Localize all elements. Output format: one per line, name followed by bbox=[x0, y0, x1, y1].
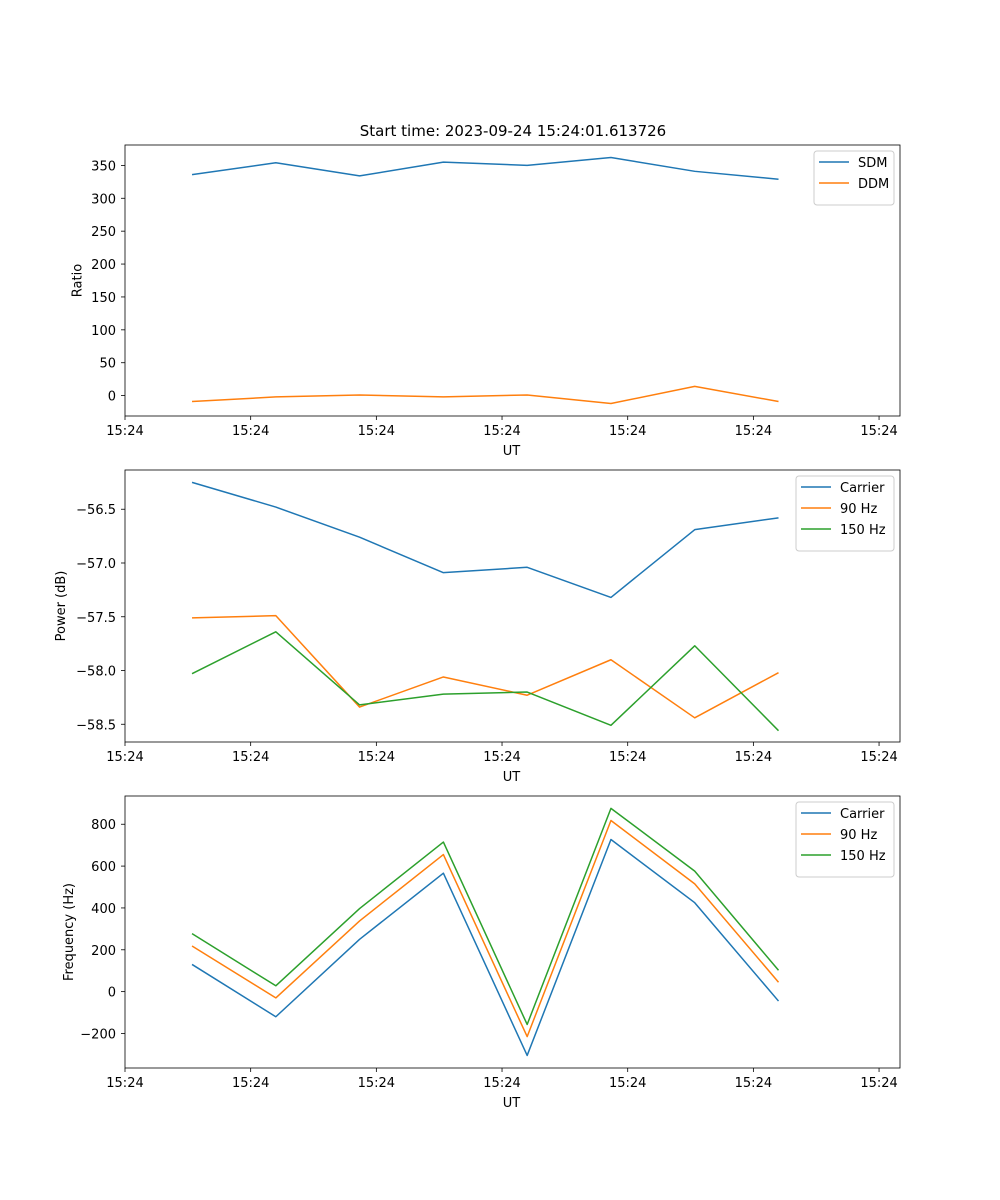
x-tick-label: 15:24 bbox=[609, 424, 646, 439]
x-tick-label: 15:24 bbox=[735, 1076, 772, 1091]
chart-panel-3: 15:24 15:24 15:24 15:24 15:24 15:24 15:24 UT −20… bbox=[62, 795, 901, 1111]
legend-box bbox=[795, 801, 895, 878]
axes-frame bbox=[124, 144, 901, 417]
series-line-150-hz bbox=[191, 631, 780, 732]
series-line-carrier bbox=[191, 481, 779, 599]
x-tick-label: 15:24 bbox=[358, 424, 395, 439]
x-tick-label: 15:24 bbox=[483, 424, 520, 439]
y-axis-label: Frequency (Hz) bbox=[62, 883, 77, 981]
chart-title: Start time: 2023-09-24 15:24:01.613726 bbox=[360, 122, 666, 140]
legend-label: DDM bbox=[858, 177, 889, 192]
legend-box bbox=[813, 150, 895, 206]
x-tick-label: 15:24 bbox=[483, 1076, 520, 1091]
x-tick-label: 15:24 bbox=[106, 750, 143, 765]
x-axis-label: UT bbox=[503, 770, 521, 785]
x-tick-label: 15:24 bbox=[232, 750, 269, 765]
y-tick-label: 100 bbox=[91, 324, 116, 339]
series-line-90-hz bbox=[192, 614, 779, 719]
series-line-150-hz bbox=[191, 807, 780, 1026]
y-tick-label: −56.5 bbox=[76, 503, 116, 518]
axes-frame bbox=[124, 795, 901, 1069]
legend-label: SDM bbox=[858, 156, 887, 171]
x-tick-label: 15:24 bbox=[232, 1076, 269, 1091]
x-tick-label: 15:24 bbox=[609, 1076, 646, 1091]
y-tick-label: −58.0 bbox=[76, 665, 116, 680]
y-tick-label: −58.5 bbox=[76, 718, 116, 733]
x-tick-label: 15:24 bbox=[106, 1076, 143, 1091]
x-tick-label: 15:24 bbox=[358, 1076, 395, 1091]
x-tick-label: 15:24 bbox=[735, 750, 772, 765]
y-tick-label: −57.5 bbox=[76, 611, 116, 626]
y-tick-label: 200 bbox=[91, 944, 116, 959]
legend-label: 150 Hz bbox=[840, 849, 886, 864]
x-tick-label: 15:24 bbox=[232, 424, 269, 439]
legend-label: 90 Hz bbox=[840, 502, 877, 517]
series-line-ddm bbox=[191, 385, 779, 405]
series-line-sdm bbox=[191, 156, 779, 180]
y-tick-label: 300 bbox=[91, 192, 116, 207]
x-tick-label: 15:24 bbox=[860, 424, 897, 439]
y-tick-label: 0 bbox=[108, 986, 116, 1001]
series-line-carrier bbox=[191, 838, 780, 1057]
x-tick-label: 15:24 bbox=[358, 750, 395, 765]
legend-label: 90 Hz bbox=[840, 828, 877, 843]
x-tick-label: 15:24 bbox=[860, 750, 897, 765]
legend: Carrier 90 Hz 150 Hz bbox=[795, 475, 895, 552]
chart-panel-2: 15:24 15:24 15:24 15:24 15:24 15:24 15:24 UT −58… bbox=[54, 469, 901, 785]
x-axis-label: UT bbox=[503, 1096, 521, 1111]
y-tick-label: 0 bbox=[108, 390, 116, 405]
y-tick-label: 200 bbox=[91, 258, 116, 273]
chart-panel-1: 15:24 15:24 15:24 15:24 15:24 15:24 15:24 UT 0 50… bbox=[70, 144, 901, 459]
y-tick-label: 600 bbox=[91, 860, 116, 875]
legend-label: Carrier bbox=[840, 481, 885, 496]
x-axis-label: UT bbox=[503, 444, 521, 459]
legend-label: Carrier bbox=[840, 807, 885, 822]
y-tick-label: 150 bbox=[91, 291, 116, 306]
x-tick-label: 15:24 bbox=[106, 424, 143, 439]
x-tick-label: 15:24 bbox=[609, 750, 646, 765]
legend: SDM DDM bbox=[813, 150, 895, 206]
y-axis-label: Power (dB) bbox=[54, 571, 69, 642]
y-axis-label: Ratio bbox=[70, 264, 85, 297]
y-tick-label: −200 bbox=[80, 1027, 116, 1042]
x-tick-label: 15:24 bbox=[483, 750, 520, 765]
y-tick-label: 350 bbox=[91, 159, 116, 174]
y-tick-label: 50 bbox=[99, 357, 116, 372]
legend-box bbox=[795, 475, 895, 552]
y-tick-label: 800 bbox=[91, 818, 116, 833]
y-tick-label: 400 bbox=[91, 902, 116, 917]
legend: Carrier 90 Hz 150 Hz bbox=[795, 801, 895, 878]
legend-label: 150 Hz bbox=[840, 523, 886, 538]
x-tick-label: 15:24 bbox=[860, 1076, 897, 1091]
y-tick-label: 250 bbox=[91, 225, 116, 240]
y-tick-label: −57.0 bbox=[76, 557, 116, 572]
series-line-90-hz bbox=[191, 819, 780, 1038]
axes-frame bbox=[124, 469, 901, 743]
x-tick-label: 15:24 bbox=[735, 424, 772, 439]
